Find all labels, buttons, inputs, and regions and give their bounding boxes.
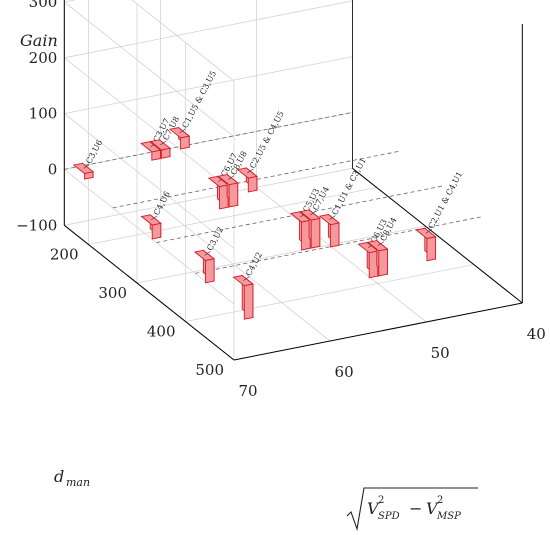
x-title-minus: − <box>409 499 422 518</box>
bar-top-face <box>168 127 191 139</box>
grid-line <box>64 167 353 226</box>
bar-top-face <box>318 214 341 226</box>
tick-labels: 405060702003004005004003002001000−100 <box>16 0 546 400</box>
bar-front-face <box>180 135 190 150</box>
grid-line <box>131 0 235 82</box>
bar-leader <box>310 210 317 216</box>
bar-leader <box>151 215 158 221</box>
guide-lines <box>64 112 484 274</box>
x-tick-label: 40 <box>527 325 546 343</box>
y-tick-label: 300 <box>98 284 127 302</box>
grid-line <box>64 1 235 138</box>
bar-top-face <box>72 162 95 174</box>
bar-leader <box>227 175 235 180</box>
bar-front-face <box>310 217 321 249</box>
grid-line <box>64 113 235 249</box>
bar-top-face <box>232 275 254 287</box>
z-tick-label: 100 <box>29 105 58 123</box>
y-tick-label: 400 <box>147 323 176 341</box>
bar-leader <box>204 251 211 256</box>
bar-label: C1,U5 & C3,U5 <box>180 69 218 129</box>
grid-line <box>64 56 353 114</box>
x-title-sub2: MSP <box>436 511 461 522</box>
bar-top-face <box>299 209 321 221</box>
grid-line <box>64 0 353 59</box>
bar-front-face <box>151 222 162 240</box>
bar-top-face <box>207 175 230 188</box>
bar-leader <box>247 168 254 174</box>
x-title-sup2: 2 <box>437 495 443 506</box>
bar-front-face <box>378 248 388 277</box>
axis-line-y <box>63 224 235 361</box>
grid-line <box>160 205 331 342</box>
grid-line <box>88 187 377 245</box>
z-tick-label: 300 <box>29 0 58 11</box>
grid-line <box>64 57 235 193</box>
x-tick-label: 50 <box>431 344 450 362</box>
x-tick-label: 70 <box>238 382 257 400</box>
x-title-sup1: 2 <box>378 495 384 506</box>
bar-top-face <box>217 174 239 186</box>
y-tick-label: 200 <box>50 246 79 264</box>
guide-line <box>64 112 353 170</box>
axis-frame <box>63 0 523 361</box>
bar-leader <box>83 164 90 169</box>
z-tick-label: −100 <box>16 216 57 234</box>
axis-line-x <box>233 302 523 361</box>
bar: C3,U6 <box>72 139 104 180</box>
bar-top-face <box>193 249 216 261</box>
bar: C2,U5 & C4,U5 <box>236 110 286 193</box>
grid-line <box>64 169 235 305</box>
bar-leader <box>329 215 336 220</box>
x-title-v1: V <box>367 499 380 518</box>
y-axis-title-sub: man <box>66 476 90 489</box>
axis-line <box>352 167 523 304</box>
bar: C2,U1 & C4,U1 <box>415 170 464 262</box>
bar-leader <box>160 140 167 146</box>
bar-top-face <box>367 240 389 252</box>
x-title-v2: V <box>426 499 439 518</box>
bar-label: C3,U6 <box>84 139 104 166</box>
x-tick-label: 60 <box>335 363 354 381</box>
bar-front-face <box>228 182 239 208</box>
bar-label: C1,U1 & C3,U1 <box>330 156 368 216</box>
bar: C1,U5 & C3,U5 <box>168 69 218 150</box>
bar-top-face <box>149 139 172 151</box>
bar-leader <box>377 241 384 246</box>
grid-line <box>64 112 353 170</box>
bar-front-face <box>426 236 436 262</box>
bar-top-face <box>357 242 379 254</box>
y-axis-title: d <box>54 467 64 486</box>
bar-label: C2,U5 & C4,U5 <box>248 110 286 170</box>
z-axis-title: Gain <box>20 31 58 50</box>
z-tick-label: 0 <box>48 160 58 178</box>
bar-top-face <box>236 167 258 179</box>
bar-label: C4,U2 <box>244 251 264 278</box>
grid-line <box>185 264 474 322</box>
bar-top-face <box>140 214 162 226</box>
bar-leader <box>243 276 250 281</box>
sqrt-sign <box>346 487 478 532</box>
grid-line <box>136 225 426 284</box>
bar-front-face <box>205 258 215 284</box>
x-title-sub1: SPD <box>378 511 400 522</box>
bar-leader <box>179 128 186 133</box>
bar: C4,U6 <box>140 190 172 240</box>
grid-line <box>64 0 77 3</box>
z-tick-label: 200 <box>29 49 58 67</box>
bar-front-face <box>329 222 340 248</box>
y-tick-label: 500 <box>195 361 224 379</box>
bar-front-face <box>247 175 258 193</box>
bar-front-face <box>243 283 254 320</box>
grid-line <box>256 186 427 323</box>
